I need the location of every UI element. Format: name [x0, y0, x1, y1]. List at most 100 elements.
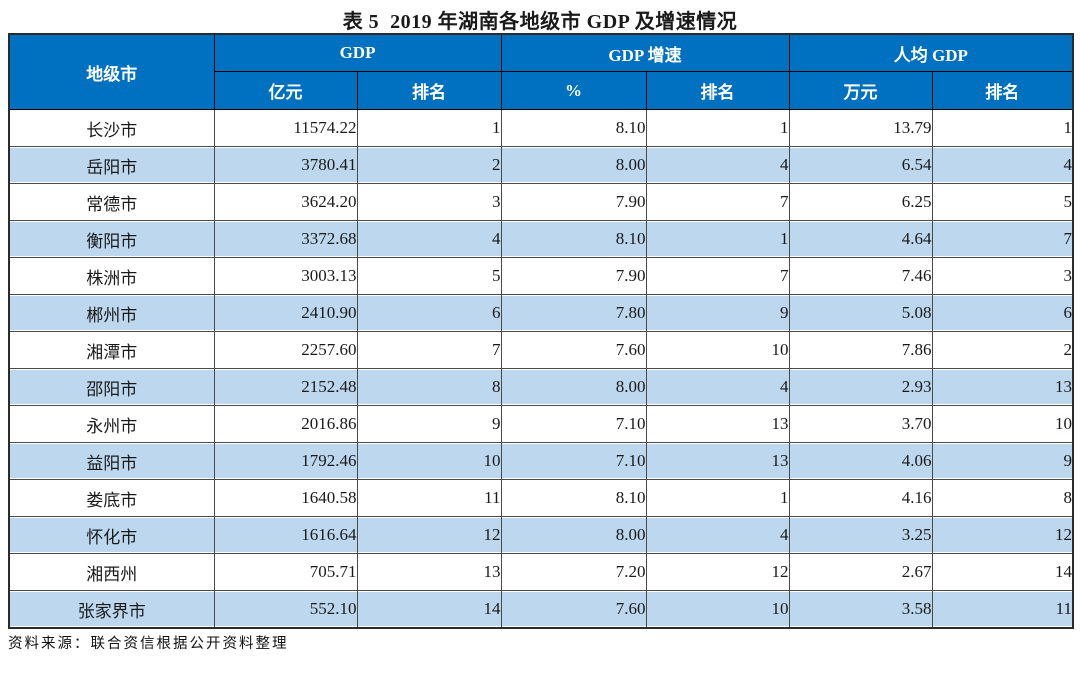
- group-header-row: 地级市 GDP GDP 增速 人均 GDP: [8, 33, 1074, 110]
- cell-gdp-value: 11574.22: [213, 109, 358, 147]
- cell-per-capita-value: 7.46: [788, 257, 933, 295]
- cell-gdp-value: 2410.90: [213, 294, 358, 332]
- cell-city: 永州市: [8, 405, 215, 443]
- table-row: 娄底市 1640.58 11 8.10 1 4.16 8: [8, 479, 1074, 517]
- cell-per-capita-rank: 10: [931, 405, 1074, 443]
- cell-per-capita-rank: 12: [931, 516, 1074, 554]
- cell-city: 益阳市: [8, 442, 215, 480]
- cell-growth-rank: 1: [645, 479, 790, 517]
- table-row: 邵阳市 2152.48 8 8.00 4 2.93 13: [8, 368, 1074, 406]
- cell-gdp-value: 552.10: [213, 590, 358, 629]
- cell-growth-value: 8.00: [500, 516, 647, 554]
- cell-growth-value: 7.10: [500, 405, 647, 443]
- cell-per-capita-value: 6.25: [788, 183, 933, 221]
- cell-per-capita-value: 3.70: [788, 405, 933, 443]
- sub-header-growth-rank: 排名: [645, 71, 790, 110]
- cell-per-capita-rank: 7: [931, 220, 1074, 258]
- cell-per-capita-rank: 13: [931, 368, 1074, 406]
- cell-growth-value: 7.60: [500, 590, 647, 629]
- gdp-table: 地级市 GDP GDP 增速 人均 GDP 亿元 排名 % 排名 万元 排名 长…: [8, 33, 1075, 629]
- cell-gdp-value: 2152.48: [213, 368, 358, 406]
- cell-per-capita-value: 4.16: [788, 479, 933, 517]
- cell-growth-value: 8.10: [500, 109, 647, 147]
- cell-growth-value: 7.80: [500, 294, 647, 332]
- table-row: 益阳市 1792.46 10 7.10 13 4.06 9: [8, 442, 1074, 480]
- cell-gdp-rank: 7: [356, 331, 502, 369]
- cell-gdp-value: 3780.41: [213, 146, 358, 184]
- sub-header-row: 亿元 排名 % 排名 万元 排名: [9, 71, 1074, 110]
- cell-per-capita-rank: 3: [931, 257, 1074, 295]
- cell-city: 湘西州: [8, 553, 215, 591]
- cell-per-capita-value: 2.93: [788, 368, 933, 406]
- source-note: 资料来源：联合资信根据公开资料整理: [8, 636, 289, 652]
- cell-growth-rank: 9: [645, 294, 790, 332]
- cell-growth-rank: 1: [645, 109, 790, 147]
- cell-growth-value: 7.10: [500, 442, 647, 480]
- cell-growth-rank: 10: [645, 331, 790, 369]
- table-row: 张家界市 552.10 14 7.60 10 3.58 11: [8, 590, 1074, 629]
- cell-per-capita-value: 13.79: [788, 109, 933, 147]
- cell-per-capita-value: 2.67: [788, 553, 933, 591]
- cell-per-capita-value: 3.58: [788, 590, 933, 629]
- cell-city: 衡阳市: [8, 220, 215, 258]
- group-header-per-capita-gdp: 人均 GDP: [788, 33, 1074, 72]
- table-row: 永州市 2016.86 9 7.10 13 3.70 10: [8, 405, 1074, 443]
- sub-header-per-capita-rank: 排名: [931, 71, 1074, 110]
- cell-gdp-value: 1616.64: [213, 516, 358, 554]
- cell-growth-rank: 4: [645, 516, 790, 554]
- cell-per-capita-rank: 4: [931, 146, 1074, 184]
- sub-header-per-capita-unit: 万元: [788, 71, 933, 110]
- cell-city: 郴州市: [8, 294, 215, 332]
- cell-growth-rank: 10: [645, 590, 790, 629]
- sub-header-gdp-rank: 排名: [356, 71, 502, 110]
- cell-per-capita-rank: 6: [931, 294, 1074, 332]
- cell-city: 岳阳市: [8, 146, 215, 184]
- cell-growth-value: 7.90: [500, 183, 647, 221]
- cell-per-capita-rank: 5: [931, 183, 1074, 221]
- cell-gdp-rank: 10: [356, 442, 502, 480]
- cell-growth-value: 8.00: [500, 146, 647, 184]
- cell-city: 株洲市: [8, 257, 215, 295]
- cell-gdp-value: 1640.58: [213, 479, 358, 517]
- cell-gdp-rank: 8: [356, 368, 502, 406]
- cell-gdp-rank: 13: [356, 553, 502, 591]
- table-row: 湘潭市 2257.60 7 7.60 10 7.86 2: [8, 331, 1074, 369]
- cell-growth-rank: 4: [645, 368, 790, 406]
- cell-growth-rank: 4: [645, 146, 790, 184]
- cell-per-capita-value: 7.86: [788, 331, 933, 369]
- table-row: 常德市 3624.20 3 7.90 7 6.25 5: [8, 183, 1074, 221]
- table-row: 长沙市 11574.22 1 8.10 1 13.79 1: [8, 109, 1074, 147]
- cell-growth-value: 8.10: [500, 220, 647, 258]
- cell-per-capita-rank: 1: [931, 109, 1074, 147]
- cell-gdp-rank: 6: [356, 294, 502, 332]
- cell-city: 常德市: [8, 183, 215, 221]
- page-title: 表 5 2019 年湖南各地级市 GDP 及增速情况: [342, 11, 738, 33]
- cell-gdp-rank: 1: [356, 109, 502, 147]
- table-header: 地级市 GDP GDP 增速 人均 GDP 亿元 排名 % 排名 万元 排名: [8, 33, 1074, 110]
- cell-growth-value: 7.60: [500, 331, 647, 369]
- cell-per-capita-value: 5.08: [788, 294, 933, 332]
- cell-city: 邵阳市: [8, 368, 215, 406]
- cell-per-capita-rank: 9: [931, 442, 1074, 480]
- cell-per-capita-value: 4.06: [788, 442, 933, 480]
- cell-growth-value: 8.10: [500, 479, 647, 517]
- table-row: 岳阳市 3780.41 2 8.00 4 6.54 4: [8, 146, 1074, 184]
- cell-per-capita-rank: 11: [931, 590, 1074, 629]
- cell-gdp-rank: 2: [356, 146, 502, 184]
- cell-growth-rank: 7: [645, 257, 790, 295]
- cell-growth-rank: 13: [645, 442, 790, 480]
- cell-gdp-rank: 11: [356, 479, 502, 517]
- table-row: 株洲市 3003.13 5 7.90 7 7.46 3: [8, 257, 1074, 295]
- cell-growth-value: 8.00: [500, 368, 647, 406]
- cell-per-capita-rank: 2: [931, 331, 1074, 369]
- header-cell-city: 地级市: [8, 33, 215, 110]
- cell-per-capita-value: 4.64: [788, 220, 933, 258]
- cell-per-capita-value: 3.25: [788, 516, 933, 554]
- table-row: 郴州市 2410.90 6 7.80 9 5.08 6: [8, 294, 1074, 332]
- cell-city: 娄底市: [8, 479, 215, 517]
- cell-city: 湘潭市: [8, 331, 215, 369]
- cell-gdp-rank: 3: [356, 183, 502, 221]
- table-row: 衡阳市 3372.68 4 8.10 1 4.64 7: [8, 220, 1074, 258]
- cell-per-capita-value: 6.54: [788, 146, 933, 184]
